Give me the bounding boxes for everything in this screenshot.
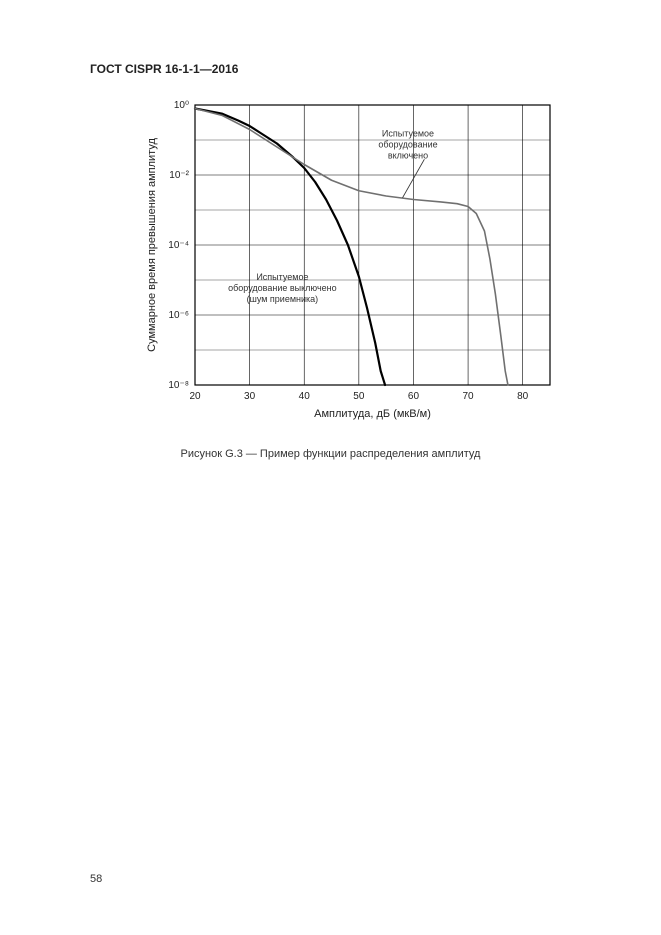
page-number: 58: [90, 873, 102, 885]
svg-text:Амплитуда, дБ (мкВ/м): Амплитуда, дБ (мкВ/м): [314, 408, 431, 420]
page: ГОСТ CISPR 16-1-1—2016 20 30 40 50 60 70 80 10⁰…: [0, 0, 661, 935]
svg-text:50: 50: [353, 391, 365, 402]
chart-g3: 20 30 40 50 60 70 80 10⁰ 10⁻² 10⁻⁴ 10⁻⁶ 10⁻⁸ Амплиту…: [140, 95, 560, 435]
svg-text:Суммарное время превышения амп: Суммарное время превышения амплитуд: [146, 138, 158, 352]
svg-text:70: 70: [463, 391, 475, 402]
svg-text:оборудование: оборудование: [378, 140, 437, 150]
svg-text:включено: включено: [388, 151, 428, 161]
doc-header: ГОСТ CISPR 16-1-1—2016: [90, 62, 238, 76]
svg-text:10⁰: 10⁰: [174, 100, 189, 111]
svg-text:10⁻⁶: 10⁻⁶: [168, 310, 189, 321]
svg-text:оборудование выключено: оборудование выключено: [228, 283, 336, 293]
svg-text:40: 40: [299, 391, 311, 402]
svg-text:10⁻⁸: 10⁻⁸: [168, 380, 189, 391]
svg-text:80: 80: [517, 391, 529, 402]
svg-text:Испытуемое: Испытуемое: [382, 129, 434, 139]
svg-text:10⁻²: 10⁻²: [169, 170, 189, 181]
svg-text:(шум приемника): (шум приемника): [247, 294, 319, 304]
svg-text:Испытуемое: Испытуемое: [256, 272, 308, 282]
svg-text:30: 30: [244, 391, 256, 402]
chart-svg: 20 30 40 50 60 70 80 10⁰ 10⁻² 10⁻⁴ 10⁻⁶ 10⁻⁸ Амплиту…: [140, 95, 560, 425]
svg-text:10⁻⁴: 10⁻⁴: [168, 240, 189, 251]
svg-text:60: 60: [408, 391, 420, 402]
svg-text:20: 20: [189, 391, 201, 402]
figure-caption: Рисунок G.3 — Пример функции распределен…: [0, 448, 661, 460]
